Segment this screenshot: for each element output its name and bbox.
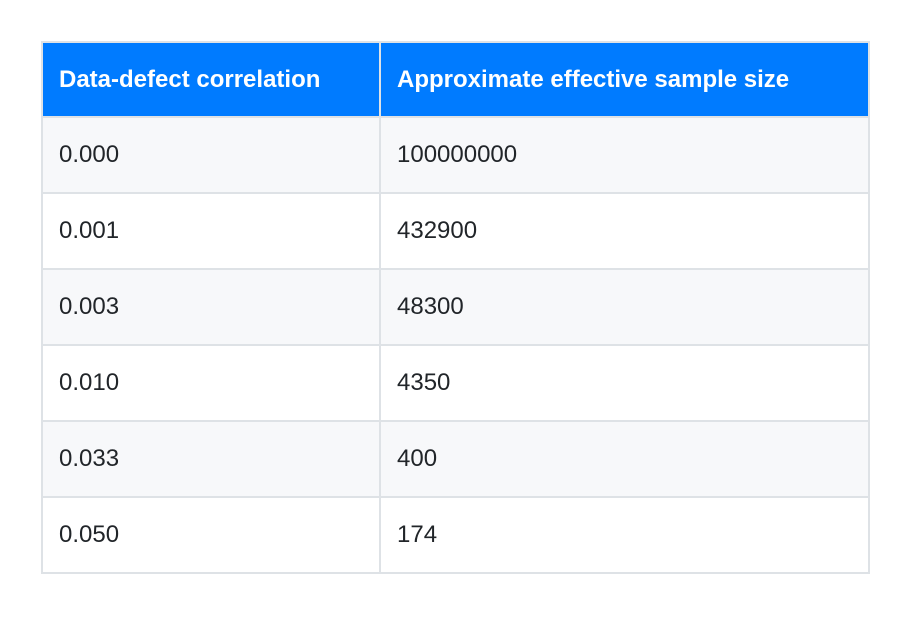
table-body: 0.000 100000000 0.001 432900 0.003 48300 0.010… xyxy=(41,116,870,574)
table-cell: 174 xyxy=(379,496,870,574)
header-cell: Data-defect correlation xyxy=(41,41,381,118)
table-cell: 100000000 xyxy=(379,116,870,194)
table-row: 0.033 400 xyxy=(41,420,870,498)
header-row: Data-defect correlation Approximate effe… xyxy=(41,41,870,118)
table-row: 0.001 432900 xyxy=(41,192,870,270)
table-cell: 4350 xyxy=(379,344,870,422)
table-cell: 0.033 xyxy=(41,420,381,498)
table-row: 0.010 4350 xyxy=(41,344,870,422)
data-table: Data-defect correlation Approximate effe… xyxy=(41,41,870,574)
table-row: 0.050 174 xyxy=(41,496,870,574)
table-cell: 400 xyxy=(379,420,870,498)
table-row: 0.003 48300 xyxy=(41,268,870,346)
header-cell: Approximate effective sample size xyxy=(379,41,870,118)
table-cell: 48300 xyxy=(379,268,870,346)
table-cell: 0.001 xyxy=(41,192,381,270)
table-cell: 0.000 xyxy=(41,116,381,194)
table-cell: 432900 xyxy=(379,192,870,270)
table-cell: 0.050 xyxy=(41,496,381,574)
table-row: 0.000 100000000 xyxy=(41,116,870,194)
table-cell: 0.003 xyxy=(41,268,381,346)
table-head: Data-defect correlation Approximate effe… xyxy=(41,41,870,118)
table-cell: 0.010 xyxy=(41,344,381,422)
